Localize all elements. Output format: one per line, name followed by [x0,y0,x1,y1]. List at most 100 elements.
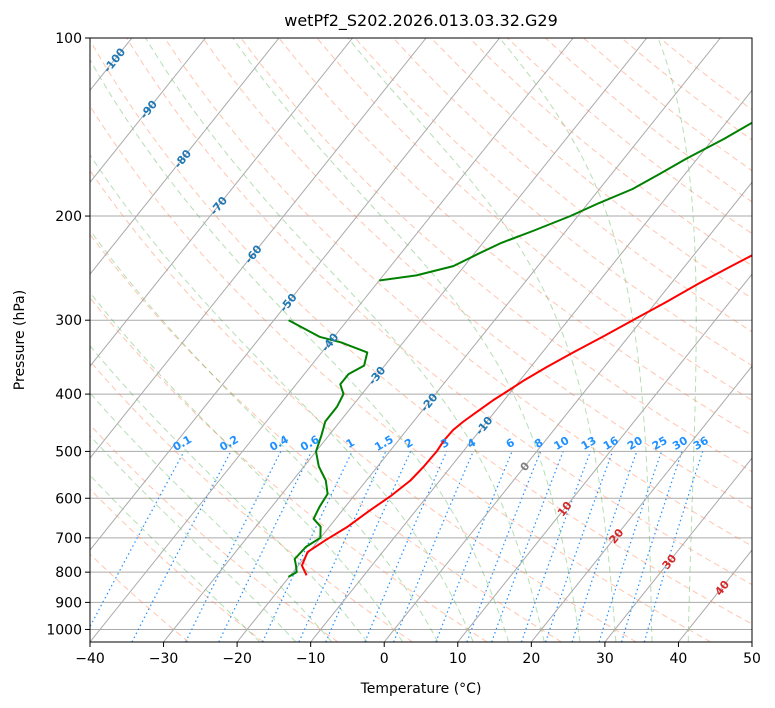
temperature-profile-line [300,254,752,576]
y-tick-label: 300 [55,313,82,329]
mixing-ratio-label: 1.5 [372,433,395,454]
x-tick-label: −40 [75,651,105,667]
isotherm-line [604,457,752,642]
isotherm-line [751,641,752,642]
mixing-ratio-line [435,451,513,642]
mixing-ratio-line [545,451,614,642]
dry-adiabat-line [126,38,752,586]
mixing-ratio-label: 16 [601,434,621,453]
sounding-profiles [287,121,752,578]
moist-adiabat-line [90,153,474,642]
moist-adiabat-line [90,434,297,642]
isotherm-line [163,38,648,642]
y-tick-label: 100 [55,31,82,47]
isotherm-line [90,38,280,276]
isotherm-label: -70 [208,194,231,218]
moist-adiabat-line [657,38,697,642]
dry-adiabat-line [90,488,264,642]
mixing-ratio-line [90,451,185,628]
mixing-ratio-line [598,451,663,642]
mixing-ratio-label: 0.2 [217,433,240,454]
mixing-ratio-line [520,451,592,642]
dewpoint-profile-line [379,121,752,282]
mixing-ratio-line [571,451,638,642]
isotherm-label: 20 [607,526,627,546]
mixing-ratio-line [621,451,683,642]
moist-adiabats [90,38,697,642]
isotherm-line [530,365,752,642]
dewpoint-profile-line [287,319,369,578]
dry-adiabat-line [430,38,752,299]
dry-adiabat-line [468,38,752,267]
mixing-ratio-line [466,451,542,642]
mixing-ratio-line [261,451,353,642]
isotherm-label: -30 [366,364,389,388]
isotherm-line [90,38,353,367]
isotherm-line [383,181,752,642]
x-tick-label: 10 [449,651,467,667]
dry-adiabat-line [507,38,752,235]
x-axis-label: Temperature (°C) [360,681,482,697]
moist-adiabat-line [232,38,581,642]
dry-adiabat-line [90,39,752,625]
moist-adiabat-line [90,291,404,642]
x-tick-label: −10 [296,651,326,667]
y-tick-label: 1000 [46,622,82,638]
mixing-ratio-label: 10 [552,434,572,453]
dry-adiabat-line [392,38,752,333]
moist-adiabat-line [499,38,653,642]
isotherm-line [457,273,752,642]
chart-title: wetPf2_S202.2026.013.03.32.G29 [284,11,558,31]
isotherm-line [90,38,206,184]
dry-adiabat-line [583,38,752,172]
dry-adiabat-line [90,296,488,642]
y-tick-label: 400 [55,387,82,403]
mixing-ratio-label: 25 [650,434,670,453]
isotherm-line [310,89,752,642]
moist-adiabat-line [90,345,368,642]
mixing-ratio-line [364,451,448,642]
moist-adiabat-line [145,38,545,642]
y-axis-label: Pressure (hPa) [12,290,28,390]
dry-adiabats [90,38,752,642]
mixing-ratio-line [298,451,387,642]
moist-adiabat-line [90,58,510,642]
mixing-ratio-label: 13 [579,434,599,453]
mixing-ratio-lines [90,451,704,642]
mixing-ratio-label: 0.6 [298,433,322,454]
dry-adiabat-line [90,233,562,642]
dry-adiabat-line [316,38,752,401]
mixing-ratio-label: 30 [670,434,690,453]
mixing-ratio-label: 4 [465,436,478,451]
isotherm-line [678,549,752,642]
x-tick-label: 30 [596,651,614,667]
x-tick-label: −30 [149,651,179,667]
x-tick-label: 50 [743,651,761,667]
isotherm-label: -100 [101,45,129,75]
dry-adiabat-line [354,38,752,367]
isotherm-line [0,38,58,642]
x-axis-ticks: −40 −30 −20 −10 0 10 20 30 40 50 [75,642,761,667]
isotherm-label: 0 [518,459,533,473]
line-labels: 0.1 0.2 0.4 0.6 1 1.5 2 3 4 6 8 10 13 16 20 25 30 36-100-… [101,45,732,598]
dry-adiabat-line [164,38,752,547]
y-tick-label: 700 [55,531,82,547]
moist-adiabat-line [90,474,261,642]
y-tick-label: 500 [55,444,82,460]
dry-adiabat-line [90,105,712,642]
y-tick-label: 800 [55,565,82,581]
dry-adiabat-line [202,38,752,510]
isotherm-line [236,38,721,642]
isotherm-line [90,38,427,459]
mixing-ratio-label: 20 [625,434,645,453]
mixing-ratio-label: 3 [438,436,451,451]
y-axis-ticks: 100 200 300 400 500 600 700 800 900 1000 [46,31,90,638]
mixing-ratio-line [218,451,313,642]
isotherm-label: -60 [242,242,265,266]
mixing-ratio-label: 6 [504,436,517,451]
mixing-ratio-line [325,451,412,642]
x-tick-label: 20 [522,651,540,667]
plot-frame [89,37,753,643]
y-tick-label: 900 [55,595,82,611]
